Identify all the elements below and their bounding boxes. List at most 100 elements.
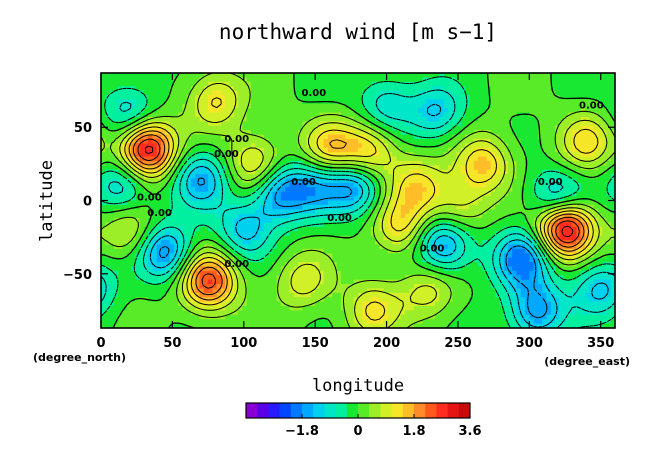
field-cell bbox=[195, 174, 201, 180]
field-cell bbox=[259, 90, 265, 96]
field-cell bbox=[165, 108, 171, 114]
field-cell bbox=[559, 121, 565, 127]
field-cell bbox=[602, 178, 608, 184]
field-cell bbox=[392, 222, 398, 228]
field-cell bbox=[340, 226, 346, 232]
field-cell bbox=[542, 108, 548, 114]
field-cell bbox=[268, 90, 273, 96]
field-cell bbox=[409, 156, 415, 162]
field-cell bbox=[597, 196, 603, 202]
field-cell bbox=[469, 112, 475, 118]
field-cell bbox=[379, 182, 385, 188]
field-cell bbox=[563, 191, 569, 197]
field-cell bbox=[156, 94, 162, 100]
field-cell bbox=[109, 86, 115, 92]
field-cell bbox=[405, 218, 410, 224]
field-cell bbox=[409, 169, 415, 175]
field-cell bbox=[550, 134, 556, 140]
field-cell bbox=[396, 108, 402, 114]
field-cell bbox=[143, 204, 149, 210]
field-cell bbox=[417, 204, 423, 210]
field-cell bbox=[118, 90, 124, 96]
field-cell bbox=[135, 187, 141, 193]
field-cell bbox=[456, 226, 462, 232]
field-cell bbox=[229, 191, 235, 197]
field-cell bbox=[135, 77, 141, 83]
field-cell bbox=[542, 90, 548, 96]
field-cell bbox=[122, 99, 128, 105]
field-cell bbox=[272, 204, 278, 210]
field-cell bbox=[520, 73, 526, 78]
field-cell bbox=[190, 77, 196, 83]
field-cell bbox=[409, 81, 415, 87]
field-cell bbox=[439, 196, 445, 202]
field-cell bbox=[323, 103, 329, 109]
field-cell bbox=[340, 169, 346, 175]
field-cell bbox=[405, 187, 410, 193]
field-cell bbox=[349, 112, 355, 118]
field-cell bbox=[195, 94, 201, 100]
field-cell bbox=[336, 147, 342, 153]
field-cell bbox=[280, 204, 286, 210]
field-cell bbox=[417, 156, 423, 162]
field-cell bbox=[503, 235, 509, 241]
field-cell bbox=[315, 116, 321, 122]
field-cell bbox=[563, 235, 569, 241]
field-cell bbox=[503, 204, 509, 210]
field-cell bbox=[233, 231, 239, 237]
field-cell bbox=[576, 191, 582, 197]
field-cell bbox=[460, 143, 466, 149]
field-cell bbox=[105, 81, 111, 87]
field-cell bbox=[358, 209, 363, 215]
field-cell bbox=[101, 147, 106, 153]
field-cell bbox=[537, 152, 543, 158]
field-cell bbox=[182, 121, 188, 127]
field-cell bbox=[439, 90, 445, 96]
field-cell bbox=[255, 156, 261, 162]
field-cell bbox=[362, 240, 368, 246]
field-cell bbox=[396, 130, 402, 136]
field-cell bbox=[447, 134, 453, 140]
field-cell bbox=[490, 103, 496, 109]
field-cell bbox=[495, 204, 500, 210]
field-cell bbox=[139, 178, 145, 184]
field-cell bbox=[465, 240, 470, 246]
field-cell bbox=[426, 178, 432, 184]
field-cell bbox=[109, 73, 115, 78]
field-cell bbox=[430, 204, 436, 210]
field-cell bbox=[405, 147, 410, 153]
field-cell bbox=[460, 204, 466, 210]
field-cell bbox=[585, 94, 590, 100]
field-cell bbox=[546, 196, 552, 202]
field-cell bbox=[242, 165, 248, 171]
field-cell bbox=[203, 94, 209, 100]
field-cell bbox=[486, 112, 492, 118]
field-cell bbox=[220, 253, 226, 259]
field-cell bbox=[580, 112, 586, 118]
field-cell bbox=[499, 77, 505, 83]
field-cell bbox=[542, 152, 548, 158]
field-cell bbox=[268, 112, 273, 118]
field-cell bbox=[332, 191, 338, 197]
field-cell bbox=[589, 103, 595, 109]
field-cell bbox=[349, 191, 355, 197]
field-cell bbox=[349, 196, 355, 202]
field-cell bbox=[190, 248, 196, 254]
field-cell bbox=[405, 213, 410, 219]
field-cell bbox=[585, 178, 590, 184]
field-cell bbox=[358, 169, 363, 175]
field-cell bbox=[105, 103, 111, 109]
field-cell bbox=[430, 248, 436, 254]
field-cell bbox=[439, 103, 445, 109]
field-cell bbox=[101, 134, 106, 140]
field-cell bbox=[383, 130, 389, 136]
field-cell bbox=[220, 86, 226, 92]
field-cell bbox=[101, 169, 106, 175]
field-cell bbox=[602, 90, 608, 96]
field-cell bbox=[216, 182, 222, 188]
field-cell bbox=[537, 160, 543, 166]
field-cell bbox=[537, 121, 543, 127]
field-cell bbox=[165, 81, 171, 87]
field-cell bbox=[310, 103, 316, 109]
field-cell bbox=[255, 130, 261, 136]
